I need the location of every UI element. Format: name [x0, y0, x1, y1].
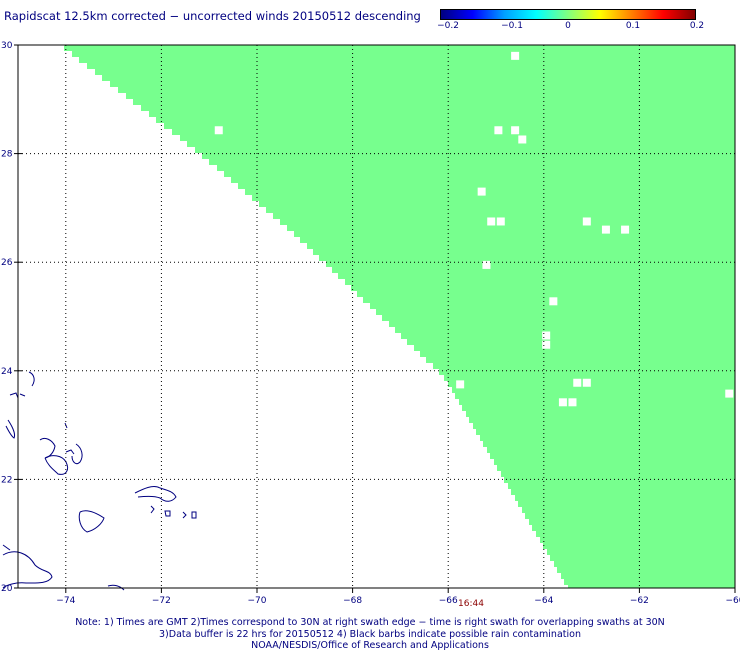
data-gap-cell [511, 126, 519, 134]
island-caicos-east [79, 511, 104, 532]
lat-tick-label: 22 [1, 475, 12, 485]
island-long [6, 420, 15, 438]
island-caicos-small-2 [183, 512, 186, 518]
data-gap-cell [497, 217, 505, 225]
data-gap-cell [542, 332, 550, 340]
island-caicos-west [151, 506, 154, 513]
lon-tick-label: −66 [439, 596, 458, 606]
island-rum-cay [20, 394, 25, 396]
lat-tick-label: 30 [1, 41, 13, 51]
data-gap-cell [494, 126, 502, 134]
data-gap-cell [215, 126, 223, 134]
lat-tick-label: 24 [1, 367, 13, 377]
data-gap-cell [602, 226, 610, 234]
lon-tick-label: −72 [152, 596, 171, 606]
lon-tick-label: −62 [630, 596, 649, 606]
data-gap-cell [559, 398, 567, 406]
data-gap-cell [621, 226, 629, 234]
data-gap-cell [583, 217, 591, 225]
data-gap-cell [583, 379, 591, 387]
lat-tick-label: 26 [1, 258, 13, 268]
lon-tick-label: −64 [534, 596, 553, 606]
lon-tick-label: −68 [343, 596, 362, 606]
data-gap-cell [549, 297, 557, 305]
note-line-2: 3)Data buffer is 22 hrs for 20150512 4) … [0, 629, 740, 641]
data-gap-cell [487, 217, 495, 225]
swath-coverage [64, 45, 735, 588]
data-gap-cell [456, 380, 464, 388]
swath-time-label: 16:44 [458, 599, 484, 609]
lon-tick-label: −60 [726, 596, 740, 606]
notes-block: Note: 1) Times are GMT 2)Times correspon… [0, 617, 740, 652]
island-caicos-small-1 [165, 511, 170, 516]
island-inagua-tip [3, 545, 10, 550]
data-gap-cell [573, 379, 581, 387]
island-inagua [3, 552, 52, 588]
swath-layer [64, 45, 735, 588]
data-gap-cell [478, 188, 486, 196]
lat-tick-label: 20 [1, 584, 13, 594]
island-san-salvador [29, 372, 34, 386]
longitude-labels: −74 −72 −70 −68 −66 −64 −62 −60 [56, 596, 740, 606]
island-samana [10, 393, 18, 398]
latitude-labels: 20 22 24 26 28 30 [1, 41, 13, 594]
lon-tick-label: −70 [248, 596, 267, 606]
data-gap-cell [511, 52, 519, 60]
island-mayaguana [40, 438, 55, 458]
coastline-layer [3, 372, 196, 590]
data-gap-cell [568, 398, 576, 406]
data-gap-cell [725, 390, 733, 398]
island-grand-turk [192, 512, 196, 518]
island-plana [66, 450, 74, 454]
lon-tick-label: −74 [56, 596, 75, 606]
lat-tick-label: 28 [1, 150, 13, 160]
note-line-1: Note: 1) Times are GMT 2)Times correspon… [0, 617, 740, 629]
data-gap-cell [518, 135, 526, 143]
island-caicos-north [135, 487, 176, 502]
island-acklins [45, 456, 68, 475]
